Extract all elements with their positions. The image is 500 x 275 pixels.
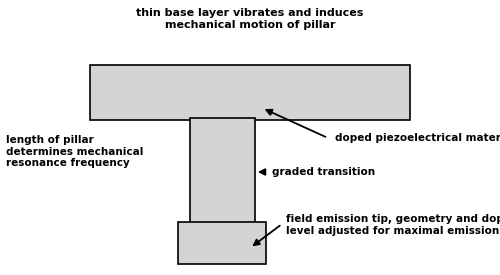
- Text: doped piezoelectrical material: doped piezoelectrical material: [335, 133, 500, 143]
- Bar: [178, 222, 266, 264]
- Bar: [90, 65, 410, 120]
- Text: thin base layer vibrates and induces
mechanical motion of pillar: thin base layer vibrates and induces mec…: [136, 8, 364, 30]
- Text: length of pillar
determines mechanical
resonance frequency: length of pillar determines mechanical r…: [6, 135, 143, 168]
- Bar: [190, 118, 255, 233]
- Text: field emission tip, geometry and doping
level adjusted for maximal emission: field emission tip, geometry and doping …: [286, 214, 500, 236]
- Text: graded transition: graded transition: [272, 167, 375, 177]
